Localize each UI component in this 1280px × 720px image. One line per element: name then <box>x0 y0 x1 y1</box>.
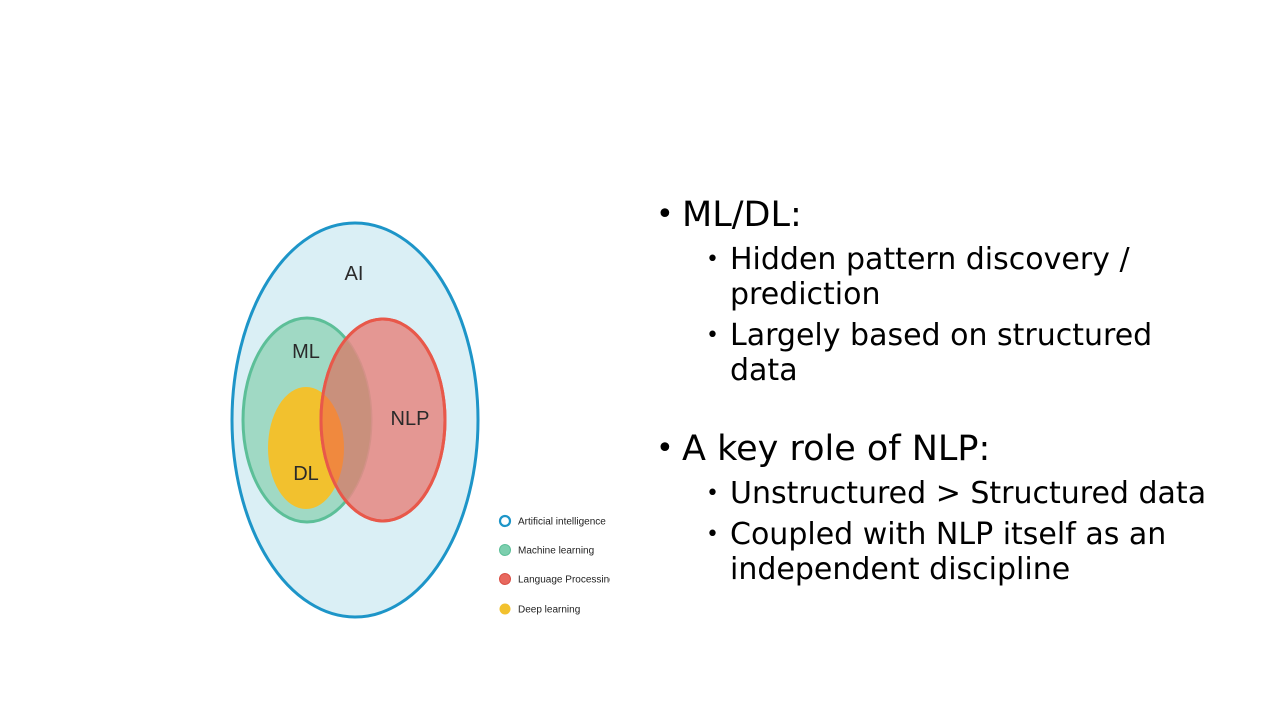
legend-ring-icon <box>498 514 512 528</box>
bullet-item: Coupled with NLP itself as an independen… <box>656 517 1216 587</box>
dl-label: DL <box>293 463 319 485</box>
nlp-circle-outline <box>319 317 447 523</box>
legend: Artificial intelligence Machine learning… <box>498 514 610 616</box>
bullet-heading-nlp-role: A key role of NLP: <box>656 428 1216 470</box>
legend-dot-icon-nlp <box>499 573 511 585</box>
venn-diagram: AI ML NLP DL Artificial intelligence Mac… <box>230 221 610 619</box>
bullet-list: ML/DL: Hidden pattern discovery / predic… <box>656 194 1216 587</box>
nlp-label: NLP <box>391 408 430 430</box>
legend-label-nlp: Language Processing <box>518 575 610 586</box>
legend-label-ai: Artificial intelligence <box>518 517 606 528</box>
bullet-item: Hidden pattern discovery / prediction <box>656 242 1216 312</box>
legend-label-ml: Machine learning <box>518 546 594 557</box>
ai-label: AI <box>345 263 364 285</box>
bullet-heading-ml-dl: ML/DL: <box>656 194 1216 236</box>
bullet-item: Largely based on structured data <box>656 318 1216 388</box>
ml-label: ML <box>292 341 320 363</box>
legend-dot-icon-dl <box>499 603 511 615</box>
legend-dot-icon-ml <box>499 544 511 556</box>
bullet-item: Unstructured > Structured data <box>656 476 1216 511</box>
legend-label-dl: Deep learning <box>518 605 580 616</box>
ml-nlp-overlap <box>321 319 371 521</box>
